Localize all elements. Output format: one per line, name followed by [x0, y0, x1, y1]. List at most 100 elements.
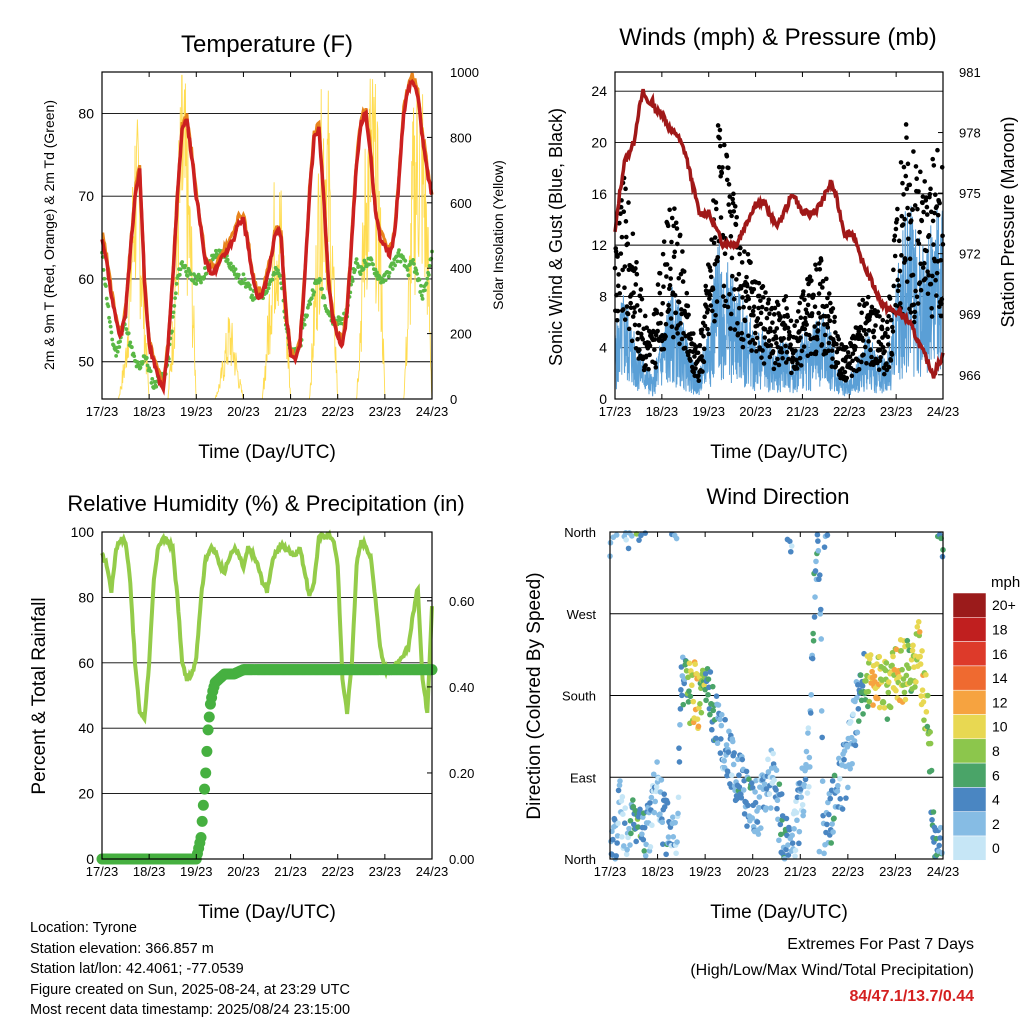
- gust-point: [888, 358, 894, 363]
- direction-point: [839, 806, 846, 812]
- gust-point: [631, 290, 636, 296]
- direction-point: [710, 707, 717, 714]
- gust-point: [845, 350, 851, 355]
- dewpoint-point: [423, 288, 427, 293]
- direction-point: [736, 784, 743, 790]
- series-temp-2m: [100, 78, 434, 396]
- direction-point: [746, 776, 752, 783]
- direction-point: [659, 819, 666, 826]
- direction-point: [756, 804, 762, 811]
- direction-point: [789, 840, 796, 846]
- gust-point: [622, 317, 628, 322]
- gust-point: [766, 338, 772, 343]
- x-tick-label: 22/23: [321, 864, 354, 879]
- dewpoint-point: [102, 276, 107, 281]
- dewpoint-point: [154, 384, 159, 389]
- y-tick-label: 80: [78, 105, 94, 121]
- gust-point: [806, 332, 812, 338]
- direction-point: [869, 668, 875, 675]
- gust-point: [931, 163, 937, 168]
- gust-point: [937, 200, 942, 206]
- direction-point: [728, 772, 735, 779]
- dewpoint-point: [129, 345, 134, 350]
- dewpoint-point: [367, 262, 372, 267]
- direction-point: [767, 805, 774, 811]
- gust-point: [740, 344, 746, 350]
- gust-point: [614, 317, 620, 323]
- gust-point: [930, 218, 936, 224]
- direction-point: [921, 717, 927, 723]
- gust-point: [652, 360, 658, 366]
- gust-point: [783, 343, 788, 349]
- dewpoint-point: [406, 273, 411, 278]
- direction-point: [937, 824, 944, 831]
- gust-point: [733, 222, 739, 228]
- x-tick-label: 19/23: [180, 404, 213, 419]
- direction-point: [787, 538, 793, 545]
- gust-point: [715, 258, 720, 264]
- x-tick-label: 22/23: [833, 404, 866, 419]
- direction-point: [730, 761, 737, 768]
- gust-point: [623, 234, 629, 240]
- gust-point: [739, 260, 745, 265]
- gust-point: [663, 334, 668, 339]
- direction-point: [650, 771, 657, 778]
- x-tick-label: 18/23: [133, 404, 166, 419]
- gust-point: [826, 291, 832, 296]
- dewpoint-point: [148, 369, 153, 374]
- direction-point: [615, 820, 621, 827]
- gust-point: [928, 186, 933, 192]
- colorbar-swatch: [952, 714, 987, 740]
- gust-point: [621, 209, 627, 215]
- gust-point: [729, 255, 735, 261]
- gust-point: [763, 290, 768, 295]
- dewpoint-point: [128, 340, 133, 345]
- gust-point: [847, 354, 853, 360]
- direction-point: [914, 624, 921, 630]
- gust-point: [699, 354, 705, 359]
- direction-point: [923, 709, 930, 715]
- dewpoint-point: [228, 261, 233, 266]
- direction-point: [824, 532, 831, 538]
- direction-point: [855, 718, 862, 724]
- extremes-box: Extremes For Past 7 Days (High/Low/Max W…: [690, 932, 974, 1010]
- direction-point: [831, 815, 837, 822]
- dewpoint-point: [101, 268, 106, 272]
- direction-point: [915, 619, 922, 625]
- dewpoint-point: [108, 324, 113, 329]
- dewpoint-point: [371, 262, 375, 267]
- gust-point: [773, 360, 778, 366]
- direction-point: [793, 809, 800, 816]
- gust-point: [878, 355, 883, 360]
- direction-point: [920, 699, 927, 705]
- gust-point: [677, 232, 683, 238]
- gust-point: [717, 136, 722, 141]
- gust-point: [710, 286, 716, 292]
- dewpoint-point: [172, 304, 177, 308]
- direction-point: [850, 711, 856, 718]
- gust-point: [634, 260, 639, 265]
- dewpoint-point: [387, 270, 392, 275]
- dewpoint-point: [390, 267, 395, 271]
- dewpoint-point: [318, 278, 323, 283]
- dewpoint-point: [419, 283, 423, 288]
- y-tick-label: 100: [71, 524, 95, 540]
- direction-point: [707, 711, 713, 718]
- direction-point: [798, 794, 805, 800]
- gust-point: [788, 342, 793, 348]
- gust-point: [938, 257, 944, 263]
- dewpoint-point: [305, 313, 309, 318]
- direction-point: [702, 670, 709, 677]
- direction-point: [905, 642, 912, 649]
- direction-point: [677, 706, 684, 712]
- direction-point: [709, 726, 715, 733]
- colorbar-label: 8: [992, 743, 1000, 759]
- direction-point: [800, 808, 807, 815]
- gust-point: [908, 218, 914, 223]
- gust-point: [918, 261, 924, 267]
- gust-point: [774, 341, 779, 346]
- gust-point: [762, 326, 768, 332]
- gust-point: [812, 324, 817, 329]
- y-tick-label: 50: [78, 354, 94, 370]
- dewpoint-point: [114, 353, 119, 358]
